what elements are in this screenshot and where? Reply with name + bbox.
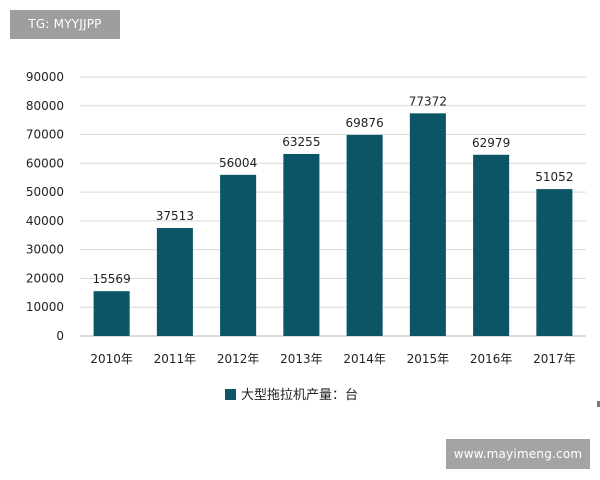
x-tick-label: 2013年 <box>280 352 323 366</box>
x-tick-label: 2010年 <box>90 352 133 366</box>
x-axis-ticks: 2010年 2011年 2012年 2013年 2014年 2015年 2016年 2017年 <box>90 352 575 366</box>
data-label: 62979 <box>472 136 510 150</box>
y-tick-label: 70000 <box>26 128 64 142</box>
bar-1 <box>93 291 130 336</box>
bar-7 <box>473 154 510 336</box>
y-tick-label: 20000 <box>26 271 64 285</box>
y-tick-label: 40000 <box>26 214 64 228</box>
bar-6 <box>409 113 446 336</box>
y-tick-label: 30000 <box>26 243 64 257</box>
data-label: 77372 <box>409 94 447 108</box>
data-labels: 15569 37513 56004 63255 69876 77372 62979 51052 <box>93 94 574 286</box>
data-label: 56004 <box>219 156 257 170</box>
edge-marker <box>597 401 600 407</box>
x-tick-label: 2017年 <box>533 352 576 366</box>
y-tick-label: 0 <box>56 329 64 343</box>
x-tick-label: 2012年 <box>217 352 260 366</box>
data-label: 51052 <box>535 170 573 184</box>
legend-swatch <box>225 389 236 400</box>
x-tick-label: 2011年 <box>154 352 197 366</box>
x-tick-label: 2015年 <box>407 352 450 366</box>
bars <box>93 113 573 336</box>
bar-2 <box>156 228 193 336</box>
watermark-top-badge: TG: MYYJJPP <box>10 10 120 39</box>
x-tick-label: 2016年 <box>470 352 513 366</box>
y-tick-label: 80000 <box>26 99 64 113</box>
bar-3 <box>220 174 257 336</box>
data-label: 69876 <box>346 116 384 130</box>
y-axis-ticks: 0 10000 20000 30000 40000 50000 60000 70000 8000… <box>26 70 64 343</box>
data-label: 15569 <box>93 272 131 286</box>
data-label: 63255 <box>282 135 320 149</box>
bar-5 <box>346 134 383 336</box>
gridlines <box>80 76 586 308</box>
legend: 大型拖拉机产量：台 <box>225 388 358 403</box>
y-tick-label: 10000 <box>26 300 64 314</box>
legend-label: 大型拖拉机产量：台 <box>241 388 358 403</box>
watermark-bottom-badge: www.mayimeng.com <box>446 439 590 469</box>
y-tick-label: 60000 <box>26 156 64 170</box>
data-label: 37513 <box>156 209 194 223</box>
y-tick-label: 90000 <box>26 70 64 84</box>
y-tick-label: 50000 <box>26 185 64 199</box>
bar-4 <box>283 153 320 336</box>
bar-8 <box>536 189 573 336</box>
x-tick-label: 2014年 <box>343 352 386 366</box>
